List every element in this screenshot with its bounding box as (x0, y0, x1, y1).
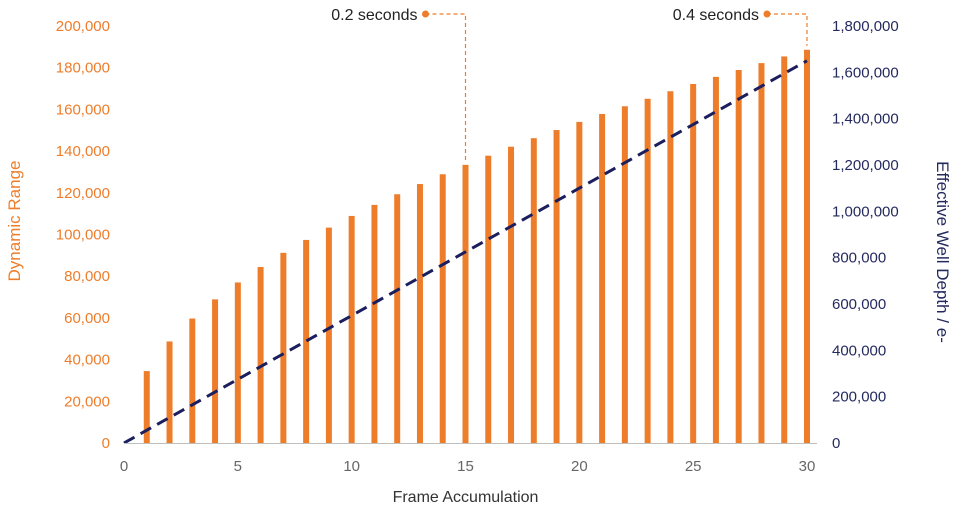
bar-15 (462, 164, 469, 443)
annotation-label-0: 0.2 seconds (331, 7, 417, 24)
right-tick-label: 1,400,000 (832, 111, 899, 128)
bar-16 (485, 155, 492, 443)
bar-3 (189, 318, 196, 443)
bar-14 (439, 174, 446, 443)
well-depth-line (123, 59, 808, 445)
bar-28 (758, 63, 765, 443)
left-axis-title: Dynamic Range (5, 161, 24, 282)
x-axis-ticks: 0 5 10 15 20 25 30 (120, 458, 816, 475)
bar-8 (303, 239, 310, 443)
right-tick-label: 1,000,000 (832, 203, 899, 220)
effective-well-depth-line (123, 59, 808, 445)
right-tick-label: 1,600,000 (832, 64, 899, 81)
bar-5 (234, 282, 241, 443)
left-tick-label: 100,000 (56, 227, 110, 244)
right-axis-title: Effective Well Depth / e- (933, 161, 952, 343)
bar-1 (143, 371, 150, 443)
right-tick-label: 1,200,000 (832, 157, 899, 174)
annotation-leader-0 (425, 13, 467, 161)
right-axis-ticks: 0 200,000 400,000 600,000 800,000 1,000,000 1,… (832, 18, 899, 452)
left-tick-label: 200,000 (56, 18, 110, 35)
left-tick-label: 40,000 (64, 352, 110, 369)
x-tick-label: 20 (571, 458, 588, 475)
x-tick-label: 10 (343, 458, 360, 475)
bar-23 (644, 98, 651, 443)
bar-27 (735, 69, 742, 443)
bar-26 (712, 76, 719, 444)
right-tick-label: 1,800,000 (832, 18, 899, 35)
bar-30 (804, 49, 810, 443)
x-tick-label: 0 (120, 458, 128, 475)
annotation-dot-1 (763, 10, 771, 18)
x-tick-label: 15 (457, 458, 474, 475)
annotation-dot-0 (422, 10, 429, 18)
bar-12 (394, 194, 401, 443)
right-tick-label: 200,000 (832, 389, 886, 406)
left-tick-label: 160,000 (56, 101, 110, 118)
left-tick-label: 60,000 (64, 310, 110, 327)
right-tick-label: 400,000 (832, 342, 886, 359)
bar-21 (599, 113, 606, 443)
left-tick-label: 120,000 (56, 185, 110, 202)
bar-4 (212, 299, 219, 443)
x-tick-label: 30 (799, 458, 816, 475)
bar-11 (371, 204, 378, 443)
bar-25 (690, 83, 697, 443)
x-tick-label: 5 (234, 458, 242, 475)
bar-series (143, 49, 810, 444)
bar-13 (416, 184, 423, 443)
right-tick-label: 0 (832, 435, 840, 452)
bar-17 (508, 146, 515, 443)
annotations: 0.2 seconds 0.4 seconds (331, 7, 808, 161)
left-tick-label: 0 (102, 435, 110, 452)
bar-2 (166, 341, 173, 443)
right-tick-label: 800,000 (832, 250, 886, 267)
bar-6 (257, 267, 264, 443)
annotation-leader-1 (767, 13, 808, 46)
left-tick-label: 140,000 (56, 143, 110, 160)
bar-22 (621, 106, 628, 444)
bar-20 (576, 121, 583, 443)
left-axis-ticks: 0 20,000 40,000 60,000 80,000 100,000 120,000 1… (56, 18, 110, 452)
bar-10 (348, 215, 355, 443)
right-tick-label: 600,000 (832, 296, 886, 313)
bar-7 (280, 252, 287, 443)
bar-9 (325, 227, 332, 443)
left-tick-label: 180,000 (56, 60, 110, 77)
annotation-label-1: 0.4 seconds (673, 7, 759, 24)
x-tick-label: 25 (685, 458, 702, 475)
x-axis-title: Frame Accumulation (393, 489, 539, 506)
left-tick-label: 20,000 (64, 393, 110, 410)
bar-19 (553, 130, 560, 443)
bar-29 (781, 56, 788, 443)
bar-24 (667, 91, 674, 443)
left-tick-label: 80,000 (64, 268, 110, 285)
bar-18 (530, 138, 537, 443)
